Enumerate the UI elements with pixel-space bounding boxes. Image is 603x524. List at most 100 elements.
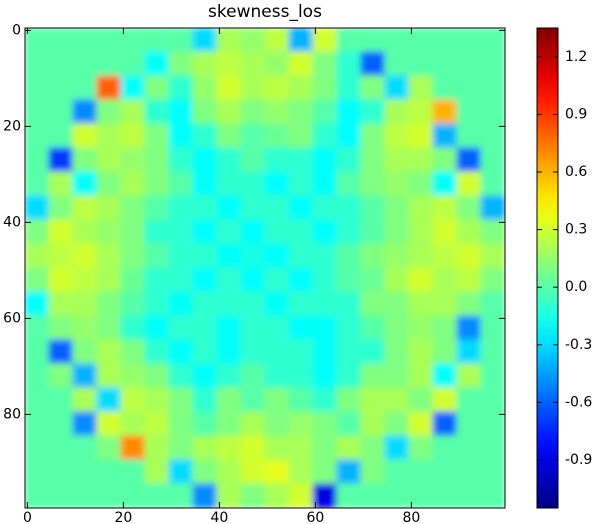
heatmap-cell xyxy=(168,195,194,221)
heatmap-cell xyxy=(48,147,74,173)
heatmap-cell xyxy=(312,123,338,149)
heatmap-cell xyxy=(432,51,458,77)
heatmap-cell xyxy=(336,483,362,508)
heatmap-cell xyxy=(216,28,242,53)
heatmap-cell xyxy=(25,315,50,341)
heatmap-cell xyxy=(72,123,98,149)
heatmap-cell xyxy=(48,171,74,197)
heatmap-cell xyxy=(72,267,98,293)
heatmap-cell xyxy=(144,291,170,317)
heatmap-cell xyxy=(48,291,74,317)
heatmap-cell xyxy=(192,243,218,269)
y-tick-label: 20 xyxy=(3,118,21,134)
heatmap-cell xyxy=(360,171,386,197)
heatmap-cell xyxy=(25,435,50,461)
heatmap-cell xyxy=(25,171,50,197)
heatmap-cell xyxy=(120,387,146,413)
heatmap-cell xyxy=(432,387,458,413)
heatmap-cell xyxy=(240,315,266,341)
heatmap-cell xyxy=(25,363,50,389)
heatmap-cell xyxy=(168,243,194,269)
heatmap-cell xyxy=(480,387,505,413)
heatmap-cell xyxy=(25,219,50,245)
heatmap-cell xyxy=(240,99,266,125)
heatmap-cell xyxy=(96,363,122,389)
heatmap-cell xyxy=(216,219,242,245)
y-tick-label: 0 xyxy=(12,22,21,38)
heatmap-cell xyxy=(432,99,458,125)
heatmap-cell xyxy=(144,387,170,413)
heatmap-cell xyxy=(25,147,50,173)
heatmap-cell xyxy=(192,459,218,485)
heatmap-cell xyxy=(216,147,242,173)
heatmap-cell xyxy=(360,147,386,173)
heatmap-cell xyxy=(144,267,170,293)
heatmap-cell xyxy=(48,483,74,508)
heatmap-cell xyxy=(144,123,170,149)
heatmap-cell xyxy=(456,195,482,221)
heatmap-cell xyxy=(360,315,386,341)
heatmap-cell xyxy=(264,315,290,341)
heatmap-cell xyxy=(168,75,194,101)
heatmap-cell xyxy=(192,195,218,221)
heatmap-cell xyxy=(264,243,290,269)
heatmap-cell xyxy=(168,219,194,245)
heatmap-cell xyxy=(25,459,50,485)
heatmap-cell xyxy=(408,75,434,101)
heatmap-cell xyxy=(168,483,194,508)
heatmap-cell xyxy=(192,363,218,389)
x-tick-label: 20 xyxy=(114,510,132,524)
heatmap-cell xyxy=(456,411,482,437)
heatmap-cell xyxy=(360,75,386,101)
heatmap-cell xyxy=(168,267,194,293)
heatmap-cell xyxy=(216,315,242,341)
heatmap-cell xyxy=(408,147,434,173)
heatmap-cell xyxy=(25,339,50,365)
heatmap-cell xyxy=(384,387,410,413)
heatmap-cell xyxy=(168,339,194,365)
heatmap-cell xyxy=(72,411,98,437)
heatmap-cell xyxy=(456,51,482,77)
heatmap-cell xyxy=(48,28,74,53)
heatmap-cell xyxy=(168,387,194,413)
heatmap-cell xyxy=(120,219,146,245)
heatmap-cell xyxy=(72,339,98,365)
heatmap-cell xyxy=(120,315,146,341)
heatmap-cell xyxy=(72,28,98,53)
heatmap-cell xyxy=(432,411,458,437)
heatmap-cell xyxy=(432,291,458,317)
heatmap-cell xyxy=(480,28,505,53)
heatmap-cell xyxy=(312,483,338,508)
heatmap-cell xyxy=(216,243,242,269)
heatmap-cell xyxy=(456,99,482,125)
heatmap-cell xyxy=(336,411,362,437)
heatmap-cell xyxy=(192,28,218,53)
heatmap-cell xyxy=(288,315,314,341)
heatmap-cell xyxy=(456,267,482,293)
heatmap-cell xyxy=(360,339,386,365)
heatmap-cell xyxy=(288,51,314,77)
heatmap-cell xyxy=(360,363,386,389)
heatmap-cell xyxy=(168,315,194,341)
heatmap-cell xyxy=(144,363,170,389)
heatmap-cell xyxy=(384,75,410,101)
heatmap-cell xyxy=(192,411,218,437)
heatmap-cell xyxy=(360,99,386,125)
heatmap-cell xyxy=(384,171,410,197)
heatmap-cell xyxy=(168,99,194,125)
colorbar-tick-label: 0.0 xyxy=(565,279,587,295)
heatmap-cell xyxy=(288,219,314,245)
heatmap-cell xyxy=(216,171,242,197)
heatmap-cell xyxy=(360,387,386,413)
heatmap-cell xyxy=(480,459,505,485)
heatmap-cell xyxy=(432,459,458,485)
heatmap-cell xyxy=(336,75,362,101)
heatmap-cell xyxy=(48,267,74,293)
heatmap-cell xyxy=(168,363,194,389)
heatmap-cell xyxy=(336,51,362,77)
colorbar-tick-label: 0.6 xyxy=(565,164,587,180)
heatmap-cell xyxy=(288,339,314,365)
heatmap-cell xyxy=(456,363,482,389)
heatmap-cell xyxy=(432,28,458,53)
heatmap-cell xyxy=(288,147,314,173)
